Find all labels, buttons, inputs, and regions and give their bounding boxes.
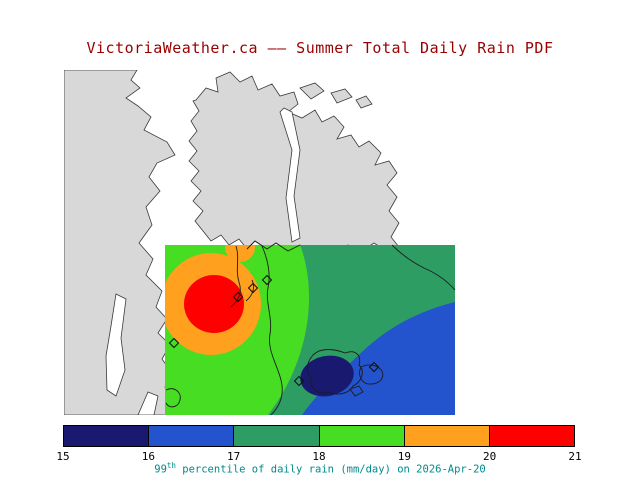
colorbar-tick-17: 17 <box>227 450 241 463</box>
contour-level-20-21 <box>184 275 244 333</box>
coastline-islet-1 <box>359 364 384 385</box>
coastlines-overlay <box>165 240 456 415</box>
small-island-2 <box>330 88 353 104</box>
colorbar-tick-21: 21 <box>568 450 582 463</box>
station-markers <box>168 274 380 387</box>
caption-text: percentile of daily rain (mm/day) on 202… <box>175 463 486 476</box>
station-diamond-marker <box>368 361 380 373</box>
figure-caption: 99th percentile of daily rain (mm/day) o… <box>0 461 640 476</box>
coastline-southwest <box>165 388 181 408</box>
coastline-island-south <box>306 349 363 395</box>
colorbar-segment-1 <box>148 426 234 446</box>
coastline-inlet <box>230 245 241 308</box>
contour-level-19-20-north <box>225 245 255 262</box>
landmasses <box>64 70 400 415</box>
coastline-peninsula-east <box>261 245 283 415</box>
contour-level-15-16 <box>300 355 354 397</box>
station-diamond-marker <box>261 274 273 286</box>
colorbar-segment-3 <box>318 426 404 446</box>
colorbar-tick-16: 16 <box>141 450 155 463</box>
island-channel <box>279 107 301 243</box>
station-diamond-marker <box>232 291 244 303</box>
station-diamond-marker <box>293 375 305 387</box>
colorbar <box>63 425 575 447</box>
coastline-top-edge <box>246 240 301 252</box>
small-island-1 <box>299 82 325 100</box>
coastline-northeast <box>391 244 456 291</box>
colorbar-tick-20: 20 <box>483 450 497 463</box>
colorbar-segment-5 <box>488 426 575 446</box>
station-diamond-marker <box>247 282 259 294</box>
page-title: VictoriaWeather.ca —— Summer Total Daily… <box>86 39 554 57</box>
colorbar-tick-19: 19 <box>397 450 411 463</box>
colorbar-segment-4 <box>403 426 489 446</box>
small-island-3 <box>355 95 373 109</box>
saanich-inlet-channel <box>105 293 127 397</box>
colorbar-tick-15: 15 <box>56 450 70 463</box>
colorbar-segment-2 <box>233 426 319 446</box>
contour-field <box>165 245 455 415</box>
coastline-islet-2 <box>349 385 364 397</box>
colorbar-tick-18: 18 <box>312 450 326 463</box>
colorbar-ticks: 15 16 17 18 19 20 21 <box>0 450 640 463</box>
colorbar-segment-0 <box>64 426 149 446</box>
caption-percentile-value: 99 <box>154 463 167 476</box>
caption-ordinal-suffix: th <box>166 461 176 470</box>
coastal-channel <box>137 391 159 415</box>
station-diamond-marker <box>168 337 180 349</box>
